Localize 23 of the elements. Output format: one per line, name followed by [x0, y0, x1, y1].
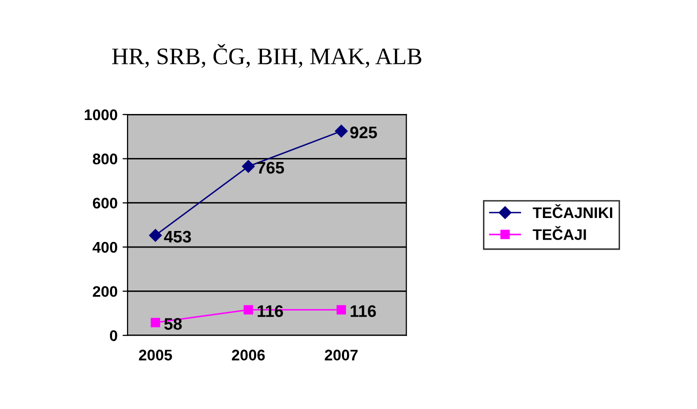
y-tick-label: 600: [92, 198, 118, 209]
point: [334, 124, 348, 138]
data-label: 453: [164, 230, 191, 243]
y-tick-label: 800: [92, 154, 118, 164]
point: [149, 228, 162, 242]
data-label: 925: [350, 126, 377, 138]
data-label: 116: [350, 305, 376, 318]
y-tick-label: 1000: [84, 109, 118, 120]
data-label: 765: [257, 162, 284, 174]
point: [336, 305, 346, 314]
y-tick-label: 200: [92, 286, 118, 297]
point: [150, 318, 160, 328]
y-tick-label: 400: [92, 242, 118, 253]
x-tick-label: 2005: [138, 350, 172, 360]
legend-label: TEČAJI: [532, 226, 586, 240]
x-tick-label: 2006: [232, 350, 265, 360]
chart-title: HR, SRB, ČG, BIH, MAK, ALB: [112, 44, 422, 68]
point: [244, 305, 254, 314]
data-label: 58: [164, 318, 182, 330]
point: [242, 160, 255, 173]
legend-label: TEČAJNIKI: [532, 204, 612, 218]
x-tick-label: 2007: [324, 350, 358, 360]
y-tick-label: 0: [110, 330, 118, 342]
